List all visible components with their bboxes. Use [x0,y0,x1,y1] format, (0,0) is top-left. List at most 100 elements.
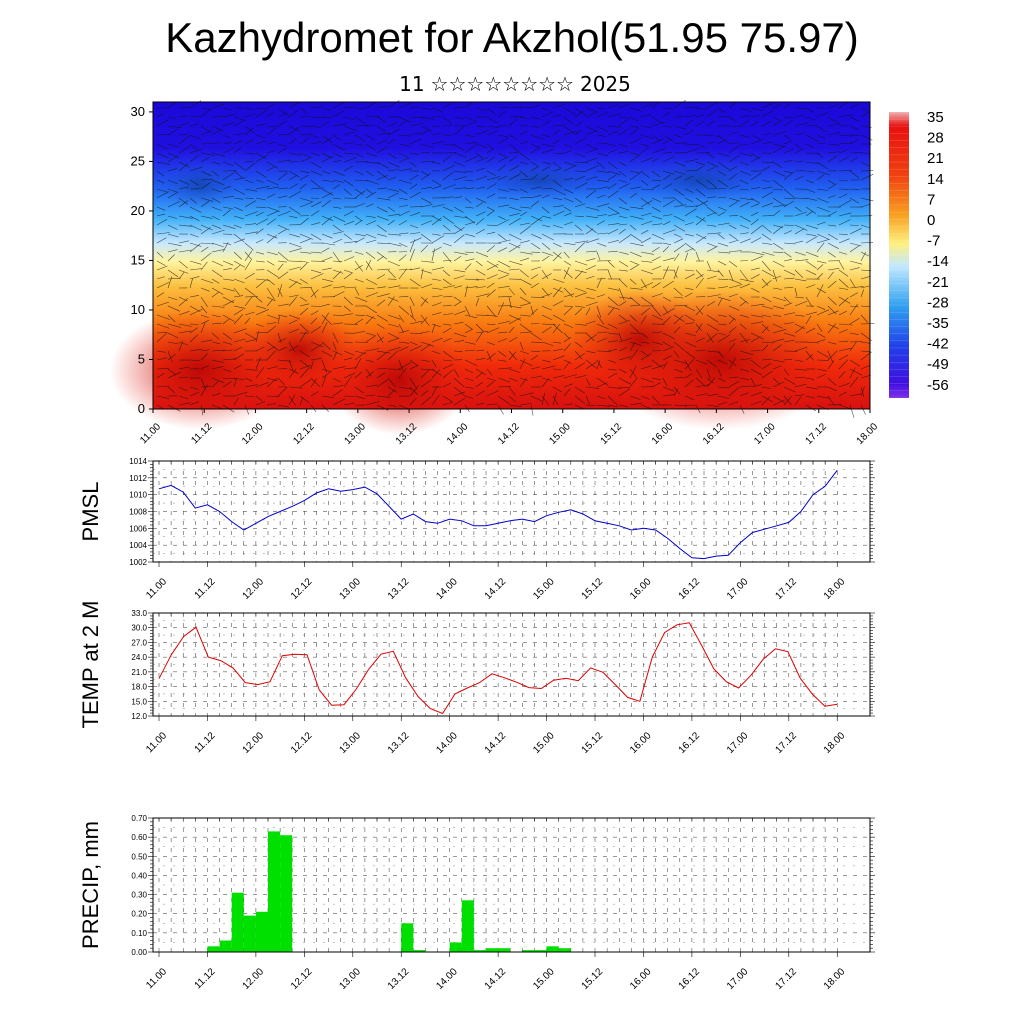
wind-barb [244,113,255,118]
wind-barb [475,125,486,128]
wind-barb [662,394,675,397]
wind-barb [398,116,412,123]
wind-barb [673,315,684,325]
wind-barb [508,395,517,403]
wind-barb [299,157,310,163]
wind-barb [343,241,358,244]
wind-barb [519,296,531,304]
wind-barb [464,386,474,389]
wind-barb [596,232,609,235]
wind-barb [673,350,680,358]
colorbar-label: -21 [927,274,949,291]
wind-barb [739,350,754,355]
wind-barb [398,242,408,248]
wind-barb [442,295,453,298]
wind-barb [651,148,666,154]
wind-barb [794,211,807,217]
wind-barb [211,170,220,177]
wind-barb [486,156,495,163]
wind-barb [838,347,853,352]
wind-barb [266,403,277,406]
wind-barb [277,172,288,181]
wind-barb [673,341,685,351]
wind-barb [838,340,849,343]
wind-barb [398,359,404,371]
wind-barb [442,327,452,334]
wind-barb [552,138,561,145]
wind-barb [365,348,380,352]
wind-barb [596,251,601,261]
wind-barb [299,395,310,403]
precip-bar [413,950,426,952]
wind-barb [277,210,291,217]
wind-barb [453,321,464,325]
wind-barb [816,197,829,203]
wind-barb [838,359,849,370]
precip-bar [449,942,462,952]
precip-xtick-label: 12.12 [289,966,315,992]
precip-ytick-label: 0.20 [131,910,147,919]
wind-barb [783,116,794,118]
wind-barb [640,278,647,289]
wind-barb [728,293,738,298]
wind-barb [486,143,494,150]
wind-barb [750,107,764,112]
wind-barb [739,278,754,283]
wind-barb [288,125,301,132]
wind-barb [409,161,417,168]
wind-barb [453,386,465,396]
wind-barb [211,404,223,410]
wind-barb [299,367,310,379]
wind-barb [431,217,442,226]
wind-barb [684,341,697,348]
wind-barb [739,152,752,157]
wind-barb [156,191,169,199]
wind-barb [552,129,561,136]
wind-barb [849,317,860,325]
wind-barb [255,218,269,226]
wind-barb [750,336,761,343]
wind-barb [200,353,208,361]
wind-barb [475,402,485,406]
temp-xtick-label: 17.00 [725,730,751,756]
wind-barb [156,251,164,259]
wind-barb [475,202,484,208]
wind-barb [442,323,452,326]
wind-barb [728,102,737,109]
wind-barb [431,359,437,368]
wind-barb [552,375,565,379]
wind-barb [497,395,510,405]
wind-barb [629,206,644,210]
wind-barb [750,156,762,163]
wind-barb [805,251,819,257]
wind-barb [310,125,322,128]
wind-barb [464,187,475,190]
wind-barb [574,203,586,208]
wind-barb [453,176,467,181]
wind-barb [332,332,339,344]
wind-barb [838,101,848,109]
wind-barb [398,346,409,352]
wind-barb [739,224,750,229]
wind-barb [376,224,387,233]
wind-barb [453,285,462,289]
wind-barb [409,138,422,145]
wind-barb [332,184,340,190]
wind-barb [255,260,265,263]
wind-barb [332,123,347,127]
wind-barb [332,260,343,262]
wind-barb [354,237,365,244]
wind-barb [321,312,329,325]
wind-barb [574,122,583,127]
wind-barb [684,358,695,370]
wind-barb [200,404,204,416]
wind-barb [310,326,322,334]
wind-barb [178,341,188,346]
wind-barb [420,283,433,289]
wind-barb [585,130,597,136]
wind-barb [200,320,210,325]
wind-barb [695,107,707,110]
wind-barb [607,149,617,154]
wind-barb [849,368,863,376]
wind-barb [585,359,597,369]
